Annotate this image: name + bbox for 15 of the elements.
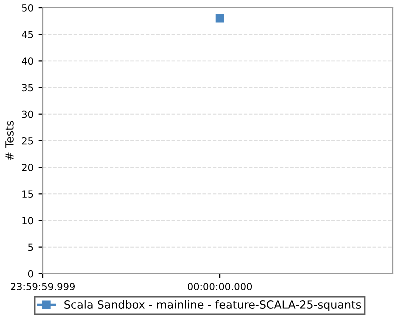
y-axis-title: # Tests [6,121,14,160]
y-tick-label: 30 [22,110,34,118]
x-tick-label: 00:00:00.000 [188,283,252,290]
x-tick-label: 23:59:59.999 [11,283,75,290]
y-tick-label: 20 [22,164,34,172]
y-tick-label: 10 [22,217,34,225]
legend-label: Scala Sandbox - mainline - feature-SCALA-25-squants [64,300,362,312]
y-tick-label: 25 [22,137,34,145]
y-tick-label: 35 [22,84,34,92]
y-tick-label: 0 [28,270,34,278]
y-tick-label: 40 [22,58,34,66]
y-tick-label: 50 [22,4,34,12]
y-tick-label: 15 [22,190,34,198]
y-tick-label: 5 [28,244,34,252]
y-tick-label: 45 [22,31,34,38]
